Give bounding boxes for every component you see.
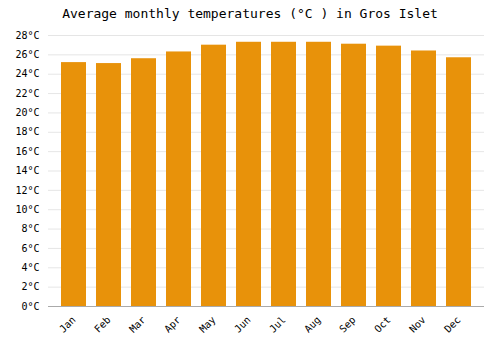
svg-text:Nov: Nov: [407, 314, 428, 335]
svg-text:8°C: 8°C: [21, 223, 39, 234]
svg-text:26°C: 26°C: [15, 49, 39, 60]
svg-text:Aug: Aug: [302, 314, 323, 335]
svg-text:12°C: 12°C: [15, 185, 39, 196]
svg-text:Jun: Jun: [232, 314, 253, 335]
svg-text:6°C: 6°C: [21, 243, 39, 254]
svg-text:Jul: Jul: [267, 314, 288, 335]
svg-text:20°C: 20°C: [15, 107, 39, 118]
svg-text:Oct: Oct: [372, 314, 393, 335]
svg-text:Apr: Apr: [162, 314, 183, 335]
svg-text:0°C: 0°C: [21, 301, 39, 312]
svg-text:22°C: 22°C: [15, 88, 39, 99]
svg-text:Jan: Jan: [57, 314, 78, 335]
svg-text:14°C: 14°C: [15, 165, 39, 176]
html-text:Average monthly temperatures (: Average monthly temperatures (°C ) in Gr…: [62, 6, 438, 21]
svg-text:2°C: 2°C: [21, 281, 39, 292]
svg-text:10°C: 10°C: [15, 204, 39, 215]
svg-text:Mar: Mar: [127, 314, 148, 335]
svg-text:16°C: 16°C: [15, 146, 39, 157]
svg-text:28°C: 28°C: [15, 30, 39, 41]
svg-text:May: May: [197, 314, 218, 335]
svg-text:4°C: 4°C: [21, 262, 39, 273]
svg-text:Feb: Feb: [92, 314, 113, 335]
svg-text:Dec: Dec: [442, 314, 463, 335]
svg-text:24°C: 24°C: [15, 68, 39, 79]
svg-text:18°C: 18°C: [15, 126, 39, 137]
svg-text:Sep: Sep: [337, 314, 358, 335]
